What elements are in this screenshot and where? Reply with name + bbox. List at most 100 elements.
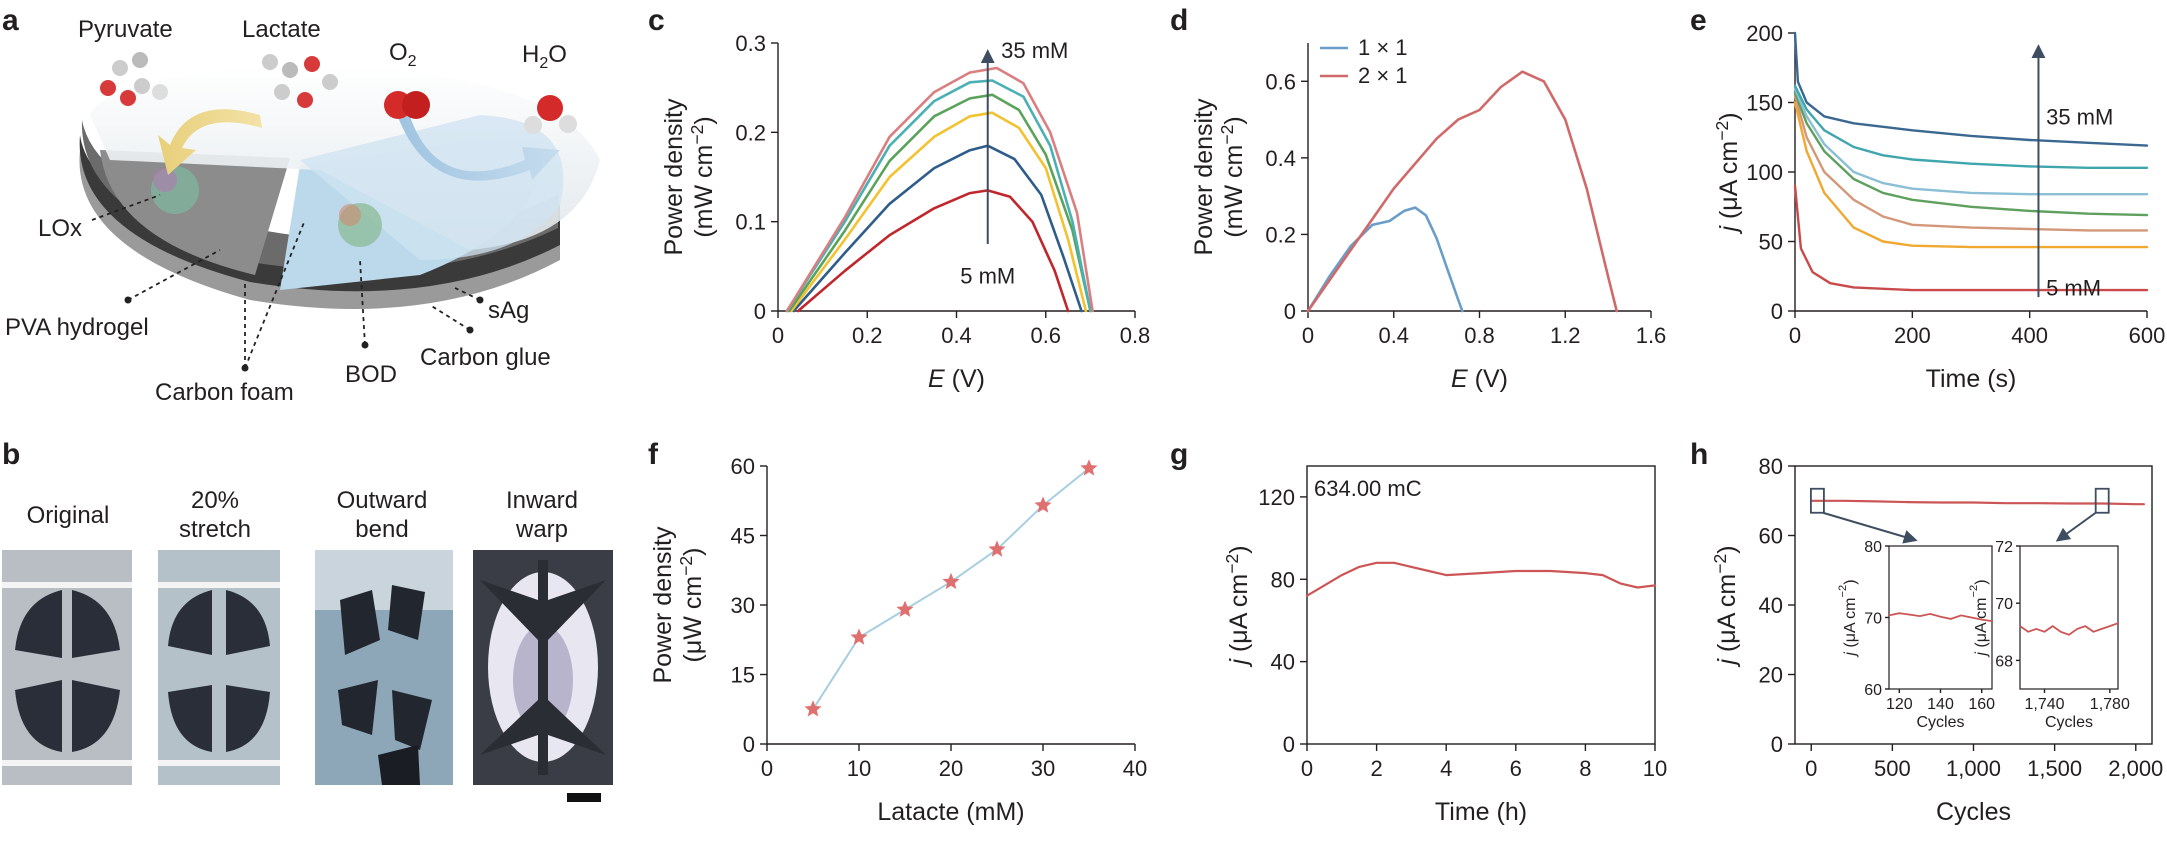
carbon-glue-label: Carbon glue (420, 344, 551, 371)
series-line (1305, 561, 1657, 597)
x-tick-label: 6 (1510, 756, 1522, 781)
y-tick-label: 0.1 (735, 210, 766, 235)
y-tick-label: 80 (1759, 454, 1783, 479)
x-axis-label: Latacte (mM) (877, 798, 1024, 826)
x-axis-label: E (V) (1451, 365, 1508, 393)
x-tick-label: 0 (772, 323, 784, 348)
cathode-surface (300, 115, 564, 260)
series-line (785, 66, 1094, 313)
x-tick-label: 500 (1874, 756, 1911, 781)
lactate-label: Lactate (242, 16, 321, 43)
series-line (785, 79, 1092, 313)
x-tick-label: 0 (1301, 756, 1313, 781)
x-tick-label: 400 (2011, 323, 2048, 348)
series-line (787, 93, 1092, 313)
yellow-reaction-arrow (158, 109, 262, 175)
x-tick-label: 30 (1031, 756, 1055, 781)
series-line (792, 144, 1083, 313)
x-tick-label: 200 (1894, 323, 1931, 348)
y-tick-label: 40 (1759, 593, 1783, 618)
photo-inward-warp (473, 550, 613, 785)
o2-label: O2 (389, 39, 417, 70)
series-line (1793, 101, 2149, 249)
panel-f-letter: f (648, 438, 659, 471)
anode-foam (100, 150, 290, 275)
series-line (796, 189, 1070, 313)
chart-e: 0 200 400 600 0 50 100 150 200 Time (s) j (μA cm−2… (1712, 21, 2165, 393)
inset-callout-arrow (1822, 511, 1918, 544)
star-marker (1080, 459, 1098, 476)
y-tick-label: 200 (1746, 21, 1783, 46)
panel-e-letter: e (1690, 4, 1707, 37)
x-tick-label: 1,500 (2027, 756, 2082, 781)
series-line (1306, 206, 1464, 313)
series-line (1793, 31, 2149, 147)
y-tick-label: 30 (731, 593, 755, 618)
y-tick-label: 0.2 (735, 120, 766, 145)
x-tick-label: 0.4 (1378, 323, 1409, 348)
y-axis-unit: (mW cm−2) (1217, 116, 1248, 237)
inset-y-tick-label: 60 (1864, 682, 1882, 699)
pyruvate-label: Pyruvate (78, 16, 173, 43)
y-axis-label: Power density (660, 98, 688, 256)
x-tick-label: 0.8 (1120, 323, 1151, 348)
y-tick-label: 0 (1771, 732, 1783, 757)
inset-2: 1,740 1,780 68 70 72 Cycles j (μA cm−2) (1968, 539, 2130, 731)
chart-f: 0 10 20 30 40 0 15 30 45 60 Latacte (mM) Power dens… (649, 454, 1147, 826)
y-axis-label: Power density (1190, 98, 1218, 256)
inset-1: 120 140 160 60 70 80 Cycles j (μA cm−2) (1837, 539, 1995, 731)
y-tick-label: 60 (731, 454, 755, 479)
star-marker (896, 600, 914, 617)
photo-label-stretch-2: stretch (179, 516, 251, 543)
photo-original (2, 550, 132, 785)
panel-h-letter: h (1690, 438, 1708, 471)
x-tick-label: 0 (1805, 756, 1817, 781)
inset-marker-left (1810, 487, 1825, 514)
lox-label: LOx (38, 215, 82, 242)
y-axis-unit: (mW cm−2) (687, 116, 718, 237)
y-tick-label: 0 (1284, 299, 1296, 324)
x-tick-label: 0 (1302, 323, 1314, 348)
y-axis-label: j (μA cm−2) (1222, 545, 1253, 667)
panel-a: a (2, 4, 600, 406)
charge-annotation: 634.00 mC (1314, 476, 1422, 501)
h2o-label: H2O (522, 41, 567, 72)
annotation-35mM: 35 mM (2046, 104, 2113, 129)
x-axis-label: E (V) (928, 365, 985, 393)
x-tick-label: 0 (1789, 323, 1801, 348)
star-marker (804, 700, 822, 717)
annotation-5mM: 5 mM (960, 263, 1015, 288)
x-axis-label: Cycles (1936, 798, 2011, 826)
photo-outward-bend (315, 550, 453, 785)
chart-panels: c d e f g h 0 0.2 0.4 0.6 0.8 0 0.1 0.2 0.3 E (V) Power … (648, 4, 2165, 826)
inset-callout-arrow (2055, 511, 2097, 542)
x-tick-label: 0.4 (941, 323, 972, 348)
y-tick-label: 100 (1746, 160, 1783, 185)
inset-marker-right (2094, 487, 2110, 514)
pyruvate-molecule (100, 52, 168, 106)
bod-label: BOD (345, 361, 397, 388)
y-axis-label: j (μA cm−2) (1712, 112, 1743, 234)
chart-g: 0 2 4 6 8 10 0 40 80 120 Time (h) j (μA cm−2) 634.00… (1222, 465, 1667, 826)
y-tick-label: 80 (1271, 567, 1295, 592)
axes (766, 466, 1135, 745)
carbon-foam-label: Carbon foam (155, 379, 294, 406)
y-axis-unit: (μW cm−2) (676, 548, 707, 663)
inset-x-tick-label: 120 (1886, 696, 1913, 713)
y-tick-label: 45 (731, 524, 755, 549)
y-tick-label: 20 (1759, 663, 1783, 688)
series-line (1793, 184, 2149, 292)
x-tick-label: 40 (1123, 756, 1147, 781)
photo-label-original: Original (27, 502, 110, 529)
photo-label-warp-1: Inward (506, 487, 578, 514)
inset-y-tick-label: 80 (1864, 539, 1882, 556)
y-tick-label: 60 (1759, 524, 1783, 549)
inset-y-tick-label: 70 (1995, 596, 2013, 613)
panel-b: b Original 20% stretch Outward bend Inwa… (2, 438, 613, 802)
inset-x-label: Cycles (1916, 714, 1964, 731)
x-tick-label: 8 (1579, 756, 1591, 781)
star-marker (850, 628, 868, 645)
y-tick-label: 0.3 (735, 31, 766, 56)
series-line (1793, 94, 2149, 232)
